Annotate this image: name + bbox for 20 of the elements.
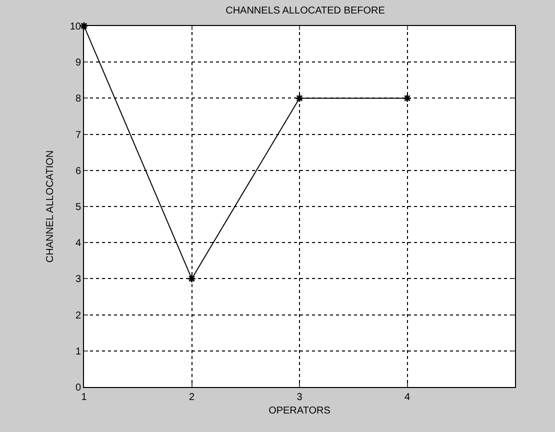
y-axis-title: CHANNEL ALLOCATION bbox=[44, 150, 56, 263]
y-tick-label: 4 bbox=[75, 238, 82, 250]
y-tick-label: 2 bbox=[75, 310, 82, 322]
point bbox=[187, 274, 196, 284]
x-axis-title: OPERATORS bbox=[268, 406, 331, 416]
y-tick-label: 1 bbox=[75, 346, 82, 358]
point bbox=[402, 94, 412, 103]
y-tick-label: 10 bbox=[70, 22, 82, 32]
y-tick-label: 8 bbox=[75, 94, 82, 105]
x-tick-label: 2 bbox=[188, 392, 195, 403]
x-tick-label: 3 bbox=[296, 392, 303, 403]
point bbox=[295, 94, 304, 103]
y-tick-label: 7 bbox=[75, 130, 82, 141]
y-tick-label: 9 bbox=[75, 58, 82, 69]
y-tick-label: 3 bbox=[75, 274, 82, 286]
x-tick-label: 4 bbox=[404, 392, 410, 403]
y-tick-label: 0 bbox=[75, 382, 82, 394]
chart-title: CHANNELS ALLOCATED BEFORE bbox=[226, 5, 386, 16]
y-tick-label: 5 bbox=[75, 202, 82, 213]
y-tick-label: 6 bbox=[75, 166, 82, 177]
